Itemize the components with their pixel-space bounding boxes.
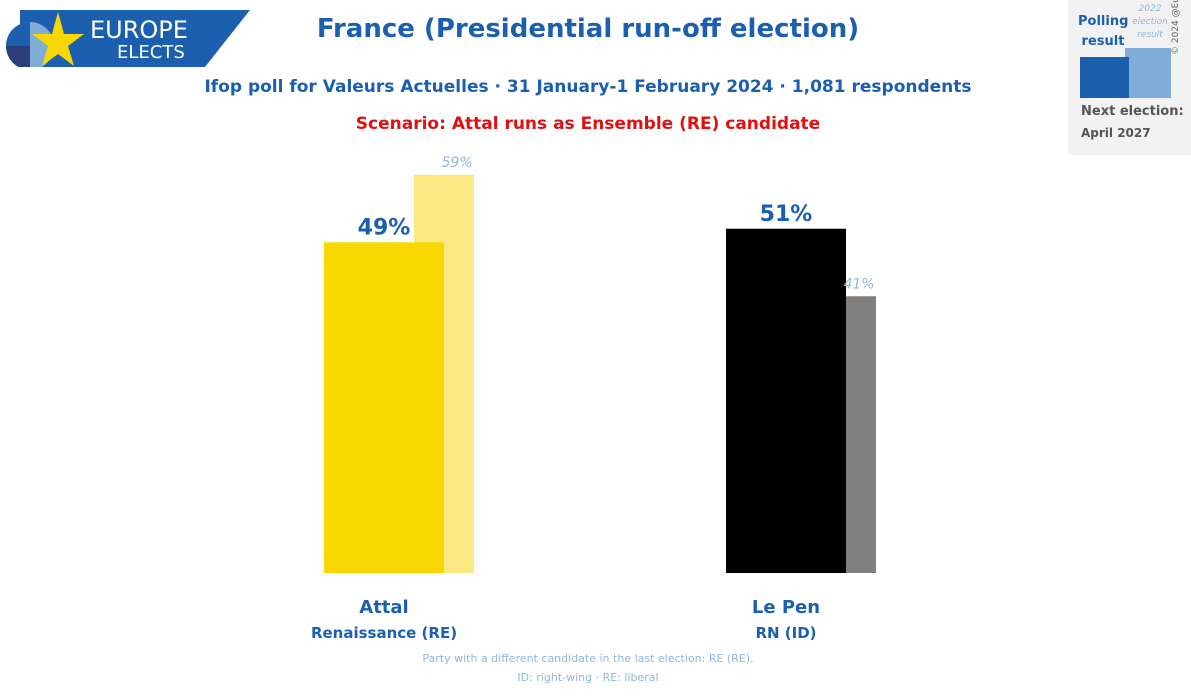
label-2022-attal: 59% <box>441 155 472 171</box>
legend: Polling result 2022 election result © 20… <box>1078 0 1191 150</box>
legend-polling-label: Polling result <box>1078 14 1129 49</box>
candidate-party-lepen: RN (ID) <box>755 624 817 642</box>
logo-graphic <box>6 10 250 67</box>
logo-text-elects: ELECTS <box>117 42 185 63</box>
footnote-line1: Party with a different candidate in the … <box>422 652 754 665</box>
chart-title: France (Presidential run-off election) <box>316 14 860 44</box>
label-poll-attal: 49% <box>358 215 411 240</box>
legend-polling-swatch <box>1080 57 1129 98</box>
logo-text-europe: EUROPE <box>90 16 188 44</box>
scenario-label: Scenario: Attal runs as Ensemble (RE) ca… <box>355 114 821 134</box>
legend-election-swatch <box>1125 48 1171 98</box>
bar-poll-lepen <box>726 228 846 573</box>
next-election-label: Next election: <box>1081 104 1184 119</box>
candidate-name-lepen: Le Pen <box>751 597 821 618</box>
candidate-party-attal: Renaissance (RE) <box>310 624 458 642</box>
europe-elects-logo: EUROPE ELECTS <box>0 10 250 67</box>
legend-election-label: 2022 election result <box>1132 4 1168 40</box>
candidate-name-attal: Attal <box>359 597 409 618</box>
footnote-line2: ID: right-wing · RE: liberal <box>517 671 659 684</box>
bar-poll-attal <box>324 242 444 573</box>
next-election-value: April 2027 <box>1081 126 1151 140</box>
label-poll-lepen: 51% <box>760 202 813 227</box>
label-2022-lepen: 41% <box>843 276 874 292</box>
chart-subtitle: Ifop poll for Valeurs Actuelles · 31 Jan… <box>204 77 972 97</box>
copyright-text: © 2024 @EuropeElects <box>1171 0 1181 55</box>
bar-chart: 49% 59% 51% 41% <box>324 155 876 573</box>
